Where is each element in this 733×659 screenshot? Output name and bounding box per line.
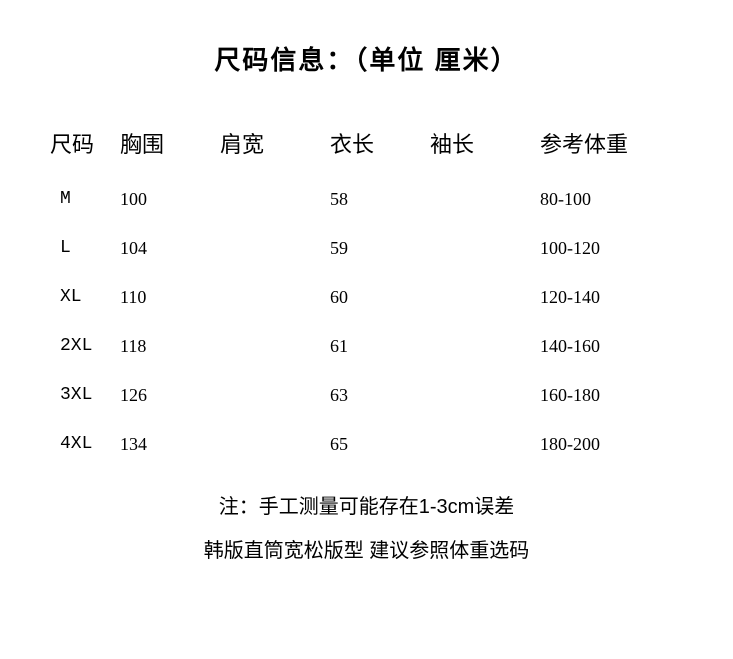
- cell-weight: 80-100: [520, 189, 660, 210]
- cell-size: XL: [30, 287, 110, 308]
- cell-size: L: [30, 238, 110, 259]
- cell-weight: 140-160: [520, 336, 660, 357]
- note-line-1: 注：手工测量可能存在1-3cm误差: [30, 485, 703, 529]
- cell-weight: 160-180: [520, 385, 660, 406]
- cell-chest: 134: [110, 434, 210, 455]
- cell-shoulder: [210, 287, 320, 308]
- cell-shoulder: [210, 336, 320, 357]
- note-line-2: 韩版直筒宽松版型 建议参照体重选码: [30, 529, 703, 573]
- table-row: M 100 58 80-100: [30, 189, 703, 210]
- cell-chest: 110: [110, 287, 210, 308]
- table-row: 4XL 134 65 180-200: [30, 434, 703, 455]
- cell-sleeve: [420, 385, 520, 406]
- cell-length: 59: [320, 238, 420, 259]
- cell-length: 58: [320, 189, 420, 210]
- cell-size: M: [30, 189, 110, 210]
- cell-size: 2XL: [30, 336, 110, 357]
- cell-sleeve: [420, 434, 520, 455]
- table-row: XL 110 60 120-140: [30, 287, 703, 308]
- cell-shoulder: [210, 189, 320, 210]
- cell-size: 3XL: [30, 385, 110, 406]
- table-header-row: 尺码 胸围 肩宽 衣长 袖长 参考体重: [30, 127, 703, 159]
- cell-sleeve: [420, 238, 520, 259]
- cell-sleeve: [420, 287, 520, 308]
- cell-chest: 100: [110, 189, 210, 210]
- note-section: 注：手工测量可能存在1-3cm误差 韩版直筒宽松版型 建议参照体重选码: [30, 485, 703, 573]
- cell-shoulder: [210, 434, 320, 455]
- cell-weight: 120-140: [520, 287, 660, 308]
- page-title: 尺码信息：（单位 厘米）: [30, 40, 703, 77]
- table-row: 3XL 126 63 160-180: [30, 385, 703, 406]
- header-size: 尺码: [30, 127, 110, 159]
- header-shoulder: 肩宽: [210, 127, 320, 159]
- cell-length: 63: [320, 385, 420, 406]
- header-weight: 参考体重: [520, 127, 660, 159]
- cell-length: 60: [320, 287, 420, 308]
- cell-weight: 180-200: [520, 434, 660, 455]
- cell-chest: 126: [110, 385, 210, 406]
- cell-size: 4XL: [30, 434, 110, 455]
- cell-shoulder: [210, 385, 320, 406]
- cell-weight: 100-120: [520, 238, 660, 259]
- cell-sleeve: [420, 189, 520, 210]
- table-row: L 104 59 100-120: [30, 238, 703, 259]
- header-chest: 胸围: [110, 127, 210, 159]
- cell-length: 61: [320, 336, 420, 357]
- size-table: 尺码 胸围 肩宽 衣长 袖长 参考体重 M 100 58 80-100 L 10…: [30, 127, 703, 455]
- header-sleeve: 袖长: [420, 127, 520, 159]
- cell-length: 65: [320, 434, 420, 455]
- cell-sleeve: [420, 336, 520, 357]
- cell-shoulder: [210, 238, 320, 259]
- cell-chest: 118: [110, 336, 210, 357]
- cell-chest: 104: [110, 238, 210, 259]
- table-row: 2XL 118 61 140-160: [30, 336, 703, 357]
- header-length: 衣长: [320, 127, 420, 159]
